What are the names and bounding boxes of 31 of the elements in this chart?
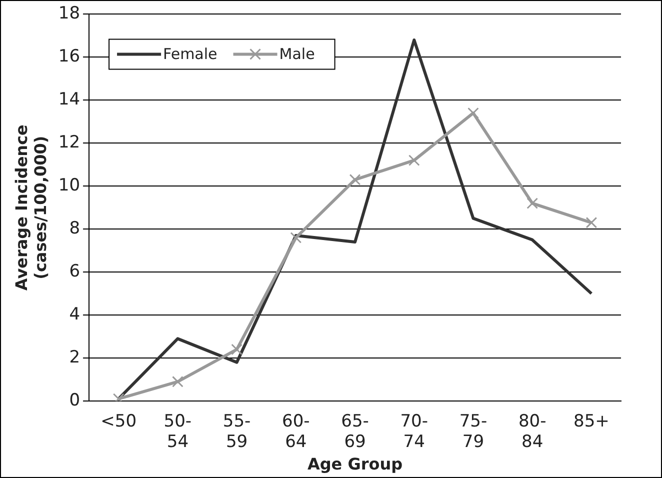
- x-tick-label: 70-74: [400, 412, 428, 452]
- point: [231, 344, 242, 356]
- y-tick-label: 16: [58, 46, 80, 67]
- x-tick-label: 50-54: [164, 412, 192, 452]
- y-tick-label: 10: [58, 176, 80, 196]
- x-tick-label: 80-84: [518, 412, 546, 452]
- point: [526, 198, 538, 209]
- x-tick-label: <50: [100, 412, 137, 432]
- y-tick-label: 18: [58, 4, 80, 24]
- y-tick-label: 8: [69, 218, 80, 239]
- point: [290, 232, 302, 244]
- x-tick-label: 55-59: [222, 412, 251, 452]
- x-tick-label: 75-79: [459, 412, 488, 452]
- y-axis-title: Average Incidence (cases/100,000): [12, 124, 50, 291]
- x-tick-label: 65-69: [341, 412, 369, 452]
- y-tick-label: 12: [58, 132, 80, 153]
- point: [586, 216, 598, 228]
- legend-label: Female: [163, 45, 218, 64]
- point: [172, 376, 184, 388]
- y-tick-label: 0: [69, 390, 80, 410]
- x-tick-label: 85+: [574, 412, 610, 432]
- legend-label: Male: [279, 45, 315, 64]
- point: [349, 174, 361, 186]
- x-tick-label: 60-64: [282, 412, 310, 452]
- y-tick-label: 4: [69, 304, 80, 324]
- point: [468, 107, 479, 119]
- x-axis-title: Age Group: [307, 454, 403, 474]
- point: [408, 154, 420, 166]
- y-tick-label: 14: [58, 90, 80, 110]
- y-tick-label: 6: [69, 261, 80, 282]
- y-tick-label: 2: [69, 347, 80, 368]
